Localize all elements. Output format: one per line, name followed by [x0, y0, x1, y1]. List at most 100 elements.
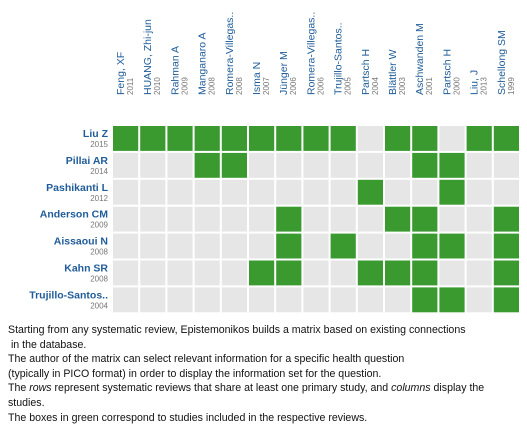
column-year: 2008: [208, 77, 217, 95]
column-name: Blättler W: [387, 49, 399, 95]
row-year: 2008: [90, 275, 108, 284]
caption-line: Starting from any systematic review, Epi…: [8, 324, 466, 336]
column-name: Liu, J: [469, 70, 481, 95]
row-name: Liu Z: [83, 128, 109, 140]
empty-cell: [276, 152, 302, 178]
empty-cell: [466, 179, 492, 205]
column-year: 2000: [452, 77, 461, 95]
row-name: Anderson CM: [40, 209, 109, 221]
column-year: 2013: [480, 77, 489, 95]
column-year: 2004: [371, 77, 380, 95]
empty-cell: [249, 179, 275, 205]
empty-cell: [330, 206, 356, 232]
empty-cell: [113, 233, 139, 259]
column-name: Schellong SM: [496, 30, 508, 95]
empty-cell: [249, 152, 275, 178]
empty-cell: [221, 233, 247, 259]
empty-cell: [385, 233, 411, 259]
included-cell: [385, 206, 411, 232]
empty-cell: [439, 260, 465, 286]
empty-cell: [493, 179, 519, 205]
empty-cell: [357, 152, 383, 178]
empty-cell: [221, 287, 247, 313]
empty-cell: [167, 287, 193, 313]
row-name: Aissaoui N: [54, 236, 108, 248]
column-year: 2008: [235, 77, 244, 95]
row-name: Pillai AR: [66, 155, 109, 167]
empty-cell: [113, 206, 139, 232]
included-cell: [330, 233, 356, 259]
included-cell: [140, 126, 166, 151]
included-cell: [194, 152, 220, 178]
column-year: 2011: [126, 77, 135, 95]
empty-cell: [303, 287, 329, 313]
row-name: Trujillo-Santos..: [29, 289, 108, 301]
column-name: Jünger M: [278, 51, 290, 95]
empty-cell: [357, 233, 383, 259]
empty-cell: [167, 179, 193, 205]
empty-cell: [221, 206, 247, 232]
column-name: Romera-Villegas..: [305, 12, 317, 95]
empty-cell: [140, 260, 166, 286]
empty-cell: [466, 206, 492, 232]
caption-text: The: [8, 382, 30, 395]
included-cell: [221, 152, 247, 178]
included-cell: [412, 152, 438, 178]
column-year: 2005: [344, 77, 353, 95]
included-cell: [276, 206, 302, 232]
empty-cell: [330, 260, 356, 286]
column-name: Rahman A: [169, 46, 181, 95]
empty-cell: [249, 206, 275, 232]
included-cell: [385, 126, 411, 151]
included-cell: [412, 287, 438, 313]
column-year: 2010: [153, 77, 162, 95]
included-cell: [167, 126, 193, 151]
included-cell: [249, 126, 275, 151]
row-year: 2012: [90, 194, 108, 203]
empty-cell: [140, 233, 166, 259]
empty-cell: [140, 206, 166, 232]
included-cell: [385, 260, 411, 286]
row-year: 2009: [90, 221, 108, 230]
empty-cell: [357, 206, 383, 232]
column-year: 1999: [507, 77, 516, 95]
included-cell: [439, 179, 465, 205]
empty-cell: [385, 179, 411, 205]
empty-cell: [466, 287, 492, 313]
empty-cell: [249, 287, 275, 313]
caption-line: (typically in PICO format) in order to d…: [8, 367, 382, 380]
empty-cell: [466, 152, 492, 178]
caption: Starting from any systematic review, Epi…: [8, 323, 523, 425]
empty-cell: [113, 152, 139, 178]
included-cell: [113, 126, 139, 151]
column-name: Manganaro A: [197, 33, 209, 95]
empty-cell: [140, 287, 166, 313]
included-cell: [493, 233, 519, 259]
column-year: 2009: [180, 77, 189, 95]
empty-cell: [113, 260, 139, 286]
empty-cell: [357, 126, 383, 151]
empty-cell: [167, 233, 193, 259]
empty-cell: [276, 179, 302, 205]
row-name: Pashikanti L: [46, 182, 108, 194]
column-year: 2003: [398, 77, 407, 95]
included-cell: [357, 260, 383, 286]
included-cell: [303, 126, 329, 151]
empty-cell: [167, 260, 193, 286]
included-cell: [357, 179, 383, 205]
empty-cell: [194, 260, 220, 286]
empty-cell: [303, 260, 329, 286]
column-name: Trujillo-Santos..: [333, 22, 345, 95]
empty-cell: [385, 152, 411, 178]
row-year: 2004: [90, 301, 108, 310]
included-cell: [493, 287, 519, 313]
empty-cell: [303, 152, 329, 178]
row-year: 2014: [90, 167, 108, 176]
caption-text: represent systematic reviews that share …: [51, 382, 392, 395]
empty-cell: [330, 152, 356, 178]
matrix: Feng, XF 2011 HUANG, Zhi-jun 2010 Rahman A 20…: [29, 12, 519, 313]
caption-line: The boxes in green correspond to studies…: [8, 411, 368, 424]
caption-text: rows: [29, 382, 52, 395]
column-name: Partsch H: [441, 49, 453, 95]
empty-cell: [221, 179, 247, 205]
